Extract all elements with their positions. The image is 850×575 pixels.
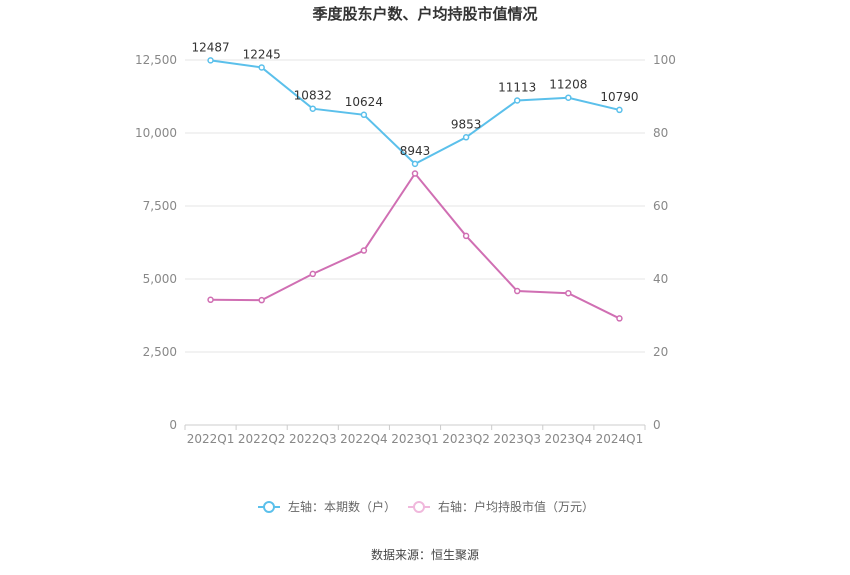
data-point[interactable] [411, 170, 419, 177]
left-axis-ticks: 0 2,500 5,000 7,500 10,000 12,500 [135, 53, 177, 432]
right-tick-label: 20 [653, 345, 668, 359]
right-tick-label: 100 [653, 53, 676, 67]
left-tick-label: 10,000 [135, 126, 177, 140]
right-tick-label: 60 [653, 199, 668, 213]
data-label: 9853 [451, 117, 482, 131]
legend-item-right-series[interactable]: 右轴：户均持股市值（万元） [408, 499, 594, 514]
x-tick-label: 2022Q2 [238, 432, 286, 446]
x-tick-label: 2024Q1 [596, 432, 644, 446]
data-point[interactable] [309, 105, 317, 112]
left-tick-label: 5,000 [143, 272, 177, 286]
data-label: 10790 [600, 90, 638, 104]
data-point[interactable] [513, 287, 521, 295]
data-label: 11113 [498, 81, 536, 95]
data-point[interactable] [207, 57, 214, 64]
x-tick-label: 2022Q4 [340, 432, 388, 446]
series-layer: 12487 12245 10832 10624 8943 9853 11113 11208 10… [191, 40, 639, 322]
legend: 左轴：本期数（户） 右轴：户均持股市值（万元） [258, 499, 594, 514]
chart-title: 季度股东户数、户均持股市值情况 [312, 5, 537, 23]
data-point[interactable] [513, 97, 521, 104]
data-label: 12487 [191, 40, 229, 54]
data-label: 10624 [345, 95, 383, 109]
left-tick-label: 12,500 [135, 53, 177, 67]
series-line-avg-value [210, 171, 620, 320]
data-point[interactable] [258, 64, 265, 71]
data-label: 12245 [243, 47, 281, 61]
legend-marker-right [413, 501, 425, 513]
x-tick-label: 2023Q2 [442, 432, 490, 446]
right-tick-label: 0 [653, 418, 661, 432]
data-point[interactable] [207, 296, 214, 304]
legend-label-right: 右轴：户均持股市值（万元） [438, 499, 594, 514]
legend-item-left-series[interactable]: 左轴：本期数（户） [258, 499, 396, 514]
data-point[interactable] [360, 111, 368, 119]
data-label: 11208 [549, 78, 587, 92]
x-tick-label: 2022Q3 [289, 432, 337, 446]
data-point[interactable] [565, 94, 572, 101]
left-tick-label: 0 [169, 418, 177, 432]
data-point[interactable] [360, 247, 368, 254]
x-tick-label: 2023Q1 [391, 432, 439, 446]
data-point[interactable] [565, 289, 572, 297]
data-point[interactable] [616, 315, 623, 322]
data-point[interactable] [462, 232, 470, 240]
data-point[interactable] [411, 160, 419, 168]
data-point[interactable] [616, 106, 623, 114]
x-axis: 2022Q1 2022Q2 2022Q3 2022Q4 2023Q1 2023Q2 2023… [184, 424, 646, 446]
right-tick-label: 80 [653, 126, 668, 140]
left-tick-label: 2,500 [143, 345, 177, 359]
data-label: 10832 [294, 89, 332, 103]
data-point[interactable] [309, 270, 317, 278]
data-point[interactable] [258, 296, 265, 304]
x-tick-label: 2023Q4 [545, 432, 593, 446]
grid-layer [185, 59, 645, 353]
data-source: 数据来源：恒生聚源 [371, 547, 479, 562]
x-tick-label: 2022Q1 [187, 432, 235, 446]
legend-marker-left [263, 501, 275, 513]
left-tick-label: 7,500 [143, 199, 177, 213]
right-axis-ticks: 0 20 40 60 80 100 [653, 53, 676, 432]
data-label: 8943 [400, 144, 431, 158]
x-tick-label: 2023Q3 [493, 432, 541, 446]
legend-label-left: 左轴：本期数（户） [288, 499, 396, 514]
data-point[interactable] [462, 134, 470, 141]
right-tick-label: 40 [653, 272, 668, 286]
